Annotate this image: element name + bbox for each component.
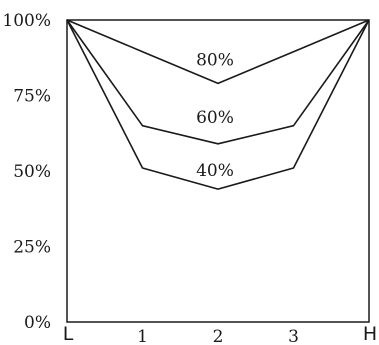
series-line-0 bbox=[66, 19, 370, 85]
x-tick-label: 3 bbox=[288, 327, 299, 345]
y-tick-label: 0% bbox=[24, 313, 51, 333]
series-layer bbox=[66, 19, 370, 190]
plot-frame bbox=[66, 19, 370, 323]
x-tick-label: H bbox=[363, 323, 377, 345]
y-tick-label: 25% bbox=[13, 238, 51, 258]
y-axis-ticks: 0% 25% 50% 75% 100% bbox=[2, 11, 51, 333]
series-line-1 bbox=[66, 19, 370, 145]
series-line-2 bbox=[66, 19, 370, 190]
series-label-1: 60% bbox=[196, 108, 234, 128]
series-label-0: 80% bbox=[196, 50, 234, 70]
series-label-2: 40% bbox=[196, 161, 234, 181]
y-tick-label: 100% bbox=[2, 11, 51, 31]
series-labels: 80% 60% 40% bbox=[196, 50, 234, 181]
x-axis-ticks: L 1 2 3 H bbox=[63, 323, 377, 345]
x-tick-label: 1 bbox=[137, 327, 148, 345]
x-tick-label: 2 bbox=[213, 327, 224, 345]
y-tick-label: 50% bbox=[13, 162, 51, 182]
y-tick-label: 75% bbox=[13, 87, 51, 107]
x-tick-label: L bbox=[63, 323, 74, 345]
